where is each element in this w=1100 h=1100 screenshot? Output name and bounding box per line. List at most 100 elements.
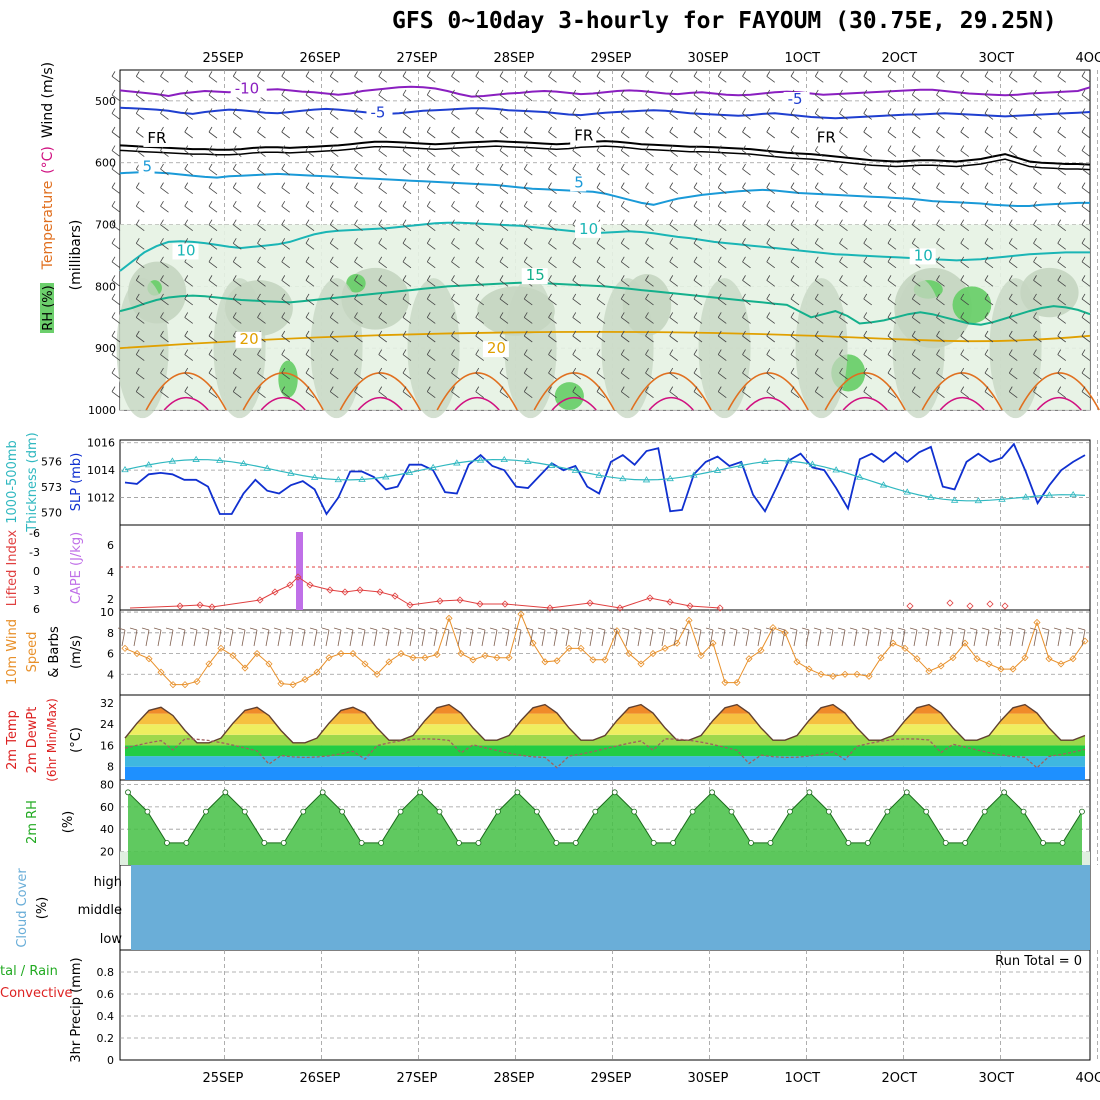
wind-barb (160, 163, 169, 176)
wind-barb (135, 312, 145, 324)
wind-barb (499, 238, 509, 250)
wind-barb (620, 349, 630, 361)
wind-barb (1081, 330, 1091, 343)
rh-marker (845, 839, 852, 846)
temp-color-band (125, 766, 1085, 780)
wind-barb (669, 275, 678, 287)
precip-legend-convective: Convective (0, 986, 73, 1001)
wind-barb (766, 386, 775, 398)
rh-marker (1059, 839, 1066, 846)
wind-barb (596, 126, 606, 139)
wind-barb (305, 219, 315, 232)
temp-line (124, 703, 1086, 744)
top-date-label: 2OCT (882, 51, 918, 66)
wind-barb (887, 219, 897, 232)
wind-barb (717, 275, 727, 287)
wind-barb (887, 89, 897, 102)
li-marker (476, 600, 484, 608)
thickness-marker (571, 466, 580, 473)
contour-label-bg (909, 248, 936, 265)
wind-barb (620, 126, 630, 139)
wind-barb (1057, 182, 1066, 194)
wind-barb (620, 275, 630, 287)
wind-barb (911, 71, 921, 83)
wind-barb (475, 200, 484, 213)
wind-barb (1033, 275, 1042, 287)
wind-barb (1008, 126, 1018, 139)
li-marker (271, 588, 279, 596)
wind-barb (596, 293, 606, 306)
wind-barb (232, 126, 242, 139)
wind-barb (1057, 275, 1066, 287)
wind-barb (208, 200, 218, 213)
wind-barb (208, 182, 218, 194)
precip-tick-label: 0.2 (97, 1032, 115, 1045)
contour-label: 20 (487, 339, 506, 357)
wind-barb (402, 145, 412, 157)
wind-barb (1033, 386, 1042, 398)
surface-wind-barb (765, 627, 774, 647)
rh-marker (942, 839, 949, 846)
wind-barb (960, 330, 969, 343)
wind-barb (596, 330, 606, 343)
surface-wind-barb (705, 627, 714, 647)
wind-barb (184, 349, 193, 361)
wind-barb (451, 238, 460, 250)
wind-barb (135, 182, 145, 194)
thickness-marker (239, 459, 248, 467)
wind-barb (1081, 386, 1091, 398)
wind-barb (839, 126, 848, 139)
wind-barb (790, 219, 800, 232)
wind-speed-marker (205, 660, 213, 668)
wind-barb (208, 238, 218, 250)
li-marker (294, 573, 302, 581)
rh-shade (989, 278, 1042, 419)
surface-wind-barb (801, 627, 810, 647)
wind-barb (766, 126, 775, 139)
wind-barb (329, 238, 339, 250)
rh-marker (241, 808, 248, 815)
contour-label: 20 (240, 330, 259, 348)
wind-barb (208, 275, 218, 287)
wind-barb (499, 330, 509, 343)
thickness-line (124, 458, 1086, 502)
wind-barb (911, 182, 921, 194)
wind-barb (208, 145, 218, 157)
wind-barb (499, 256, 509, 269)
thickness-marker (903, 488, 911, 495)
wind-barb (523, 330, 533, 343)
wind-barb (402, 293, 412, 306)
wind-barb (766, 330, 775, 343)
wind-barb (475, 71, 484, 83)
wind-barb (717, 126, 727, 139)
wind-barb (281, 126, 290, 139)
li-marker (456, 596, 464, 604)
wind-barb (1081, 238, 1091, 250)
wind-barb (790, 293, 800, 306)
wind-speed-marker (997, 665, 1005, 673)
temp-color-band (125, 724, 1085, 735)
thickness-marker (974, 496, 983, 504)
cloud-middle-label: middle (78, 903, 122, 918)
wind-speed-marker (517, 610, 525, 618)
surface-wind-barb (645, 627, 654, 647)
isotherm-line (436, 372, 518, 411)
wind-barb (572, 163, 581, 176)
rh-marker (981, 808, 988, 815)
rh-marker (650, 839, 657, 846)
contour-label-bg (783, 92, 810, 108)
rh-marker (553, 839, 560, 846)
wind-barb (523, 238, 533, 250)
wind-barb (257, 219, 266, 232)
wind-barb (402, 256, 412, 269)
thickness-marker (192, 455, 200, 462)
surface-wind-barb (897, 627, 906, 647)
surface-wind-barb (297, 627, 306, 647)
rh-marker (728, 808, 735, 815)
rh-shade (554, 382, 584, 410)
wind-barb (645, 386, 654, 398)
wind-barb (402, 200, 412, 213)
wind-barb (839, 312, 848, 324)
rh-ylabel-units: (%) (61, 811, 76, 834)
wind-barb (839, 108, 848, 120)
